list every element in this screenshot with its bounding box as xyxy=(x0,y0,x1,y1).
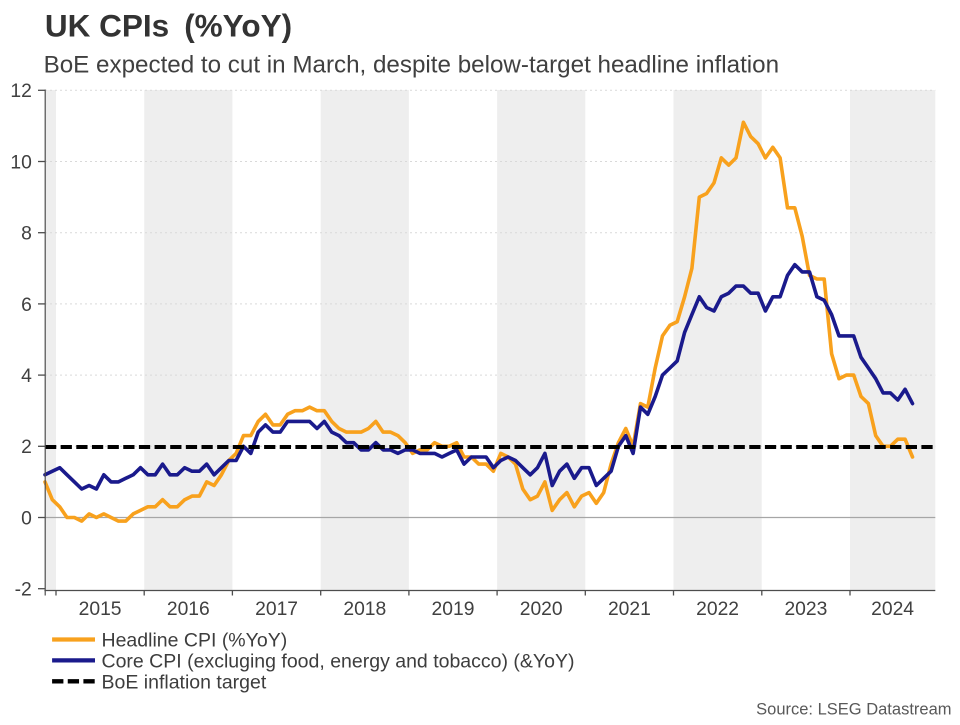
svg-text:2022: 2022 xyxy=(696,599,739,620)
svg-text:2024: 2024 xyxy=(871,599,914,620)
svg-text:Source: LSEG Datastream: Source: LSEG Datastream xyxy=(756,700,951,718)
svg-text:BoE inflation target: BoE inflation target xyxy=(102,671,267,693)
svg-text:8: 8 xyxy=(21,224,32,245)
svg-text:2021: 2021 xyxy=(608,599,651,620)
svg-text:UK CPIs: UK CPIs xyxy=(45,7,169,43)
svg-text:2023: 2023 xyxy=(784,599,827,620)
svg-text:10: 10 xyxy=(10,152,31,173)
svg-text:Headline CPI (%YoY): Headline CPI (%YoY) xyxy=(102,630,288,652)
svg-text:2020: 2020 xyxy=(520,599,563,620)
svg-text:2018: 2018 xyxy=(343,599,386,620)
svg-text:6: 6 xyxy=(21,295,32,316)
svg-text:12: 12 xyxy=(10,81,31,102)
svg-text:2: 2 xyxy=(21,437,32,458)
svg-text:-2: -2 xyxy=(15,580,32,601)
svg-text:4: 4 xyxy=(21,366,32,387)
svg-text:2016: 2016 xyxy=(167,599,210,620)
svg-text:(%YoY): (%YoY) xyxy=(184,7,292,43)
svg-text:2015: 2015 xyxy=(79,599,122,620)
svg-text:0: 0 xyxy=(21,508,32,529)
svg-text:2017: 2017 xyxy=(255,599,298,620)
svg-text:BoE expected to cut in March,: BoE expected to cut in March, despite be… xyxy=(44,51,779,78)
svg-text:2019: 2019 xyxy=(432,599,475,620)
svg-text:Core CPI (excluging food, ener: Core CPI (excluging food, energy and tob… xyxy=(102,651,575,673)
